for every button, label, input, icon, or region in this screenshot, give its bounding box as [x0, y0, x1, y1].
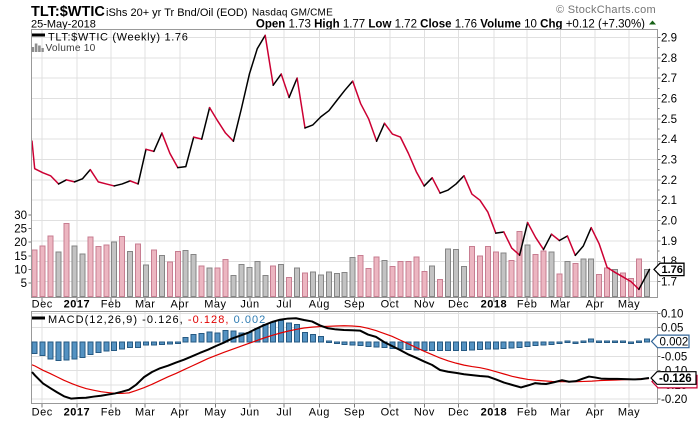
svg-text:Apr: Apr	[586, 299, 605, 311]
svg-text:1.7: 1.7	[661, 277, 677, 289]
svg-text:May: May	[618, 299, 640, 311]
svg-text:5: 5	[21, 278, 27, 290]
svg-text:Dec: Dec	[448, 299, 469, 311]
svg-text:10: 10	[14, 264, 27, 276]
svg-text:Feb: Feb	[517, 407, 537, 419]
svg-text:May: May	[618, 407, 640, 419]
svg-text:2.3: 2.3	[661, 155, 677, 167]
svg-text:Nasdaq GM/CME: Nasdaq GM/CME	[252, 8, 333, 19]
svg-text:-0.05: -0.05	[661, 351, 687, 363]
svg-text:1.76: 1.76	[662, 264, 683, 276]
svg-text:Feb: Feb	[101, 299, 121, 311]
svg-text:2.7: 2.7	[661, 73, 677, 85]
svg-text:-0.126: -0.126	[659, 373, 692, 385]
svg-text:Volume 10: Volume 10	[46, 43, 96, 54]
svg-text:Sep: Sep	[344, 407, 365, 419]
svg-text:Apr: Apr	[586, 407, 605, 419]
svg-text:30: 30	[14, 210, 27, 222]
svg-text:2.4: 2.4	[661, 134, 678, 146]
svg-text:2018: 2018	[481, 407, 507, 419]
svg-text:Oct: Oct	[381, 299, 400, 311]
svg-text:Mar: Mar	[550, 407, 570, 419]
svg-text:25: 25	[14, 224, 27, 236]
svg-text:2.0: 2.0	[661, 216, 677, 228]
svg-text:0.05: 0.05	[661, 323, 683, 335]
svg-text:Feb: Feb	[101, 407, 121, 419]
svg-text:© StockCharts.com: © StockCharts.com	[556, 4, 656, 16]
svg-text:MACD(12,26,9) -0.126, -0.128,: MACD(12,26,9) -0.126, -0.128, 0.002	[48, 314, 266, 326]
svg-text:Dec: Dec	[448, 407, 469, 419]
svg-text:Apr: Apr	[170, 407, 189, 419]
svg-text:20: 20	[14, 237, 27, 249]
svg-text:2.5: 2.5	[661, 114, 677, 126]
svg-text:Jun: Jun	[240, 407, 259, 419]
svg-text:Nov: Nov	[414, 407, 435, 419]
svg-text:25-May-2018: 25-May-2018	[31, 19, 96, 31]
svg-text:15: 15	[14, 251, 27, 263]
svg-text:Aug: Aug	[309, 407, 330, 419]
svg-text:Jul: Jul	[276, 407, 292, 419]
svg-text:May: May	[204, 407, 226, 419]
svg-text:0.002: 0.002	[660, 336, 689, 348]
svg-text:TLT:$WTIC (Weekly) 1.76: TLT:$WTIC (Weekly) 1.76	[48, 32, 188, 44]
svg-text:Apr: Apr	[170, 299, 189, 311]
svg-text:TLT:$WTIC: TLT:$WTIC	[31, 4, 105, 20]
svg-text:Oct: Oct	[381, 407, 400, 419]
svg-text:Open 1.73 High 1.77 Low 1.72 C: Open 1.73 High 1.77 Low 1.72 Close 1.76 …	[256, 19, 645, 31]
svg-text:Jul: Jul	[276, 299, 292, 311]
svg-text:2.9: 2.9	[661, 32, 677, 44]
svg-text:Sep: Sep	[344, 299, 365, 311]
svg-text:Jun: Jun	[240, 299, 259, 311]
svg-text:2.1: 2.1	[661, 195, 677, 207]
svg-text:Feb: Feb	[517, 299, 537, 311]
svg-text:Dec: Dec	[32, 299, 53, 311]
svg-text:2017: 2017	[64, 299, 90, 311]
svg-text:2.2: 2.2	[661, 175, 677, 187]
svg-text:2.6: 2.6	[661, 93, 677, 105]
svg-text:Dec: Dec	[32, 407, 53, 419]
svg-text:2.8: 2.8	[661, 53, 677, 65]
svg-text:Mar: Mar	[135, 407, 155, 419]
svg-text:Nov: Nov	[414, 299, 435, 311]
svg-text:0.10: 0.10	[661, 308, 683, 320]
svg-text:iShs 20+ yr Tr Bnd/Oil (EOD): iShs 20+ yr Tr Bnd/Oil (EOD)	[106, 7, 248, 19]
svg-text:2017: 2017	[64, 407, 90, 419]
svg-text:May: May	[204, 299, 226, 311]
svg-text:1.9: 1.9	[661, 236, 677, 248]
svg-text:Mar: Mar	[135, 299, 155, 311]
svg-text:-0.20: -0.20	[661, 394, 687, 406]
svg-text:Mar: Mar	[550, 299, 570, 311]
svg-text:2018: 2018	[481, 299, 507, 311]
svg-text:Aug: Aug	[309, 299, 330, 311]
